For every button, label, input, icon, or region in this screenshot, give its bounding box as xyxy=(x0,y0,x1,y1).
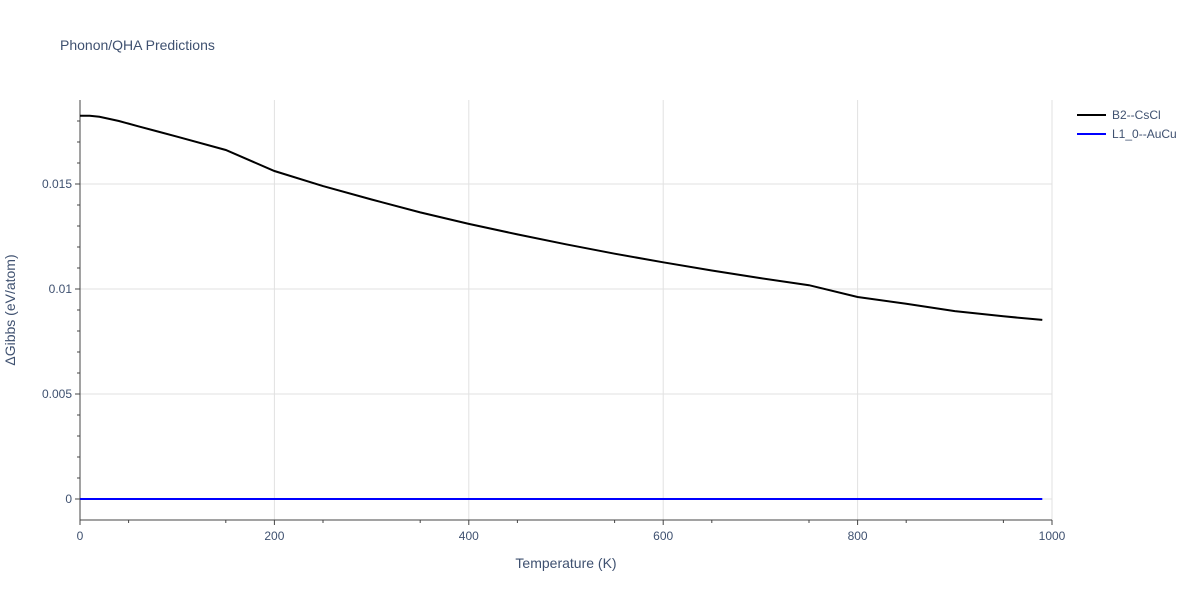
legend-item[interactable]: L1_0--AuCu xyxy=(1077,127,1177,141)
x-tick-label: 600 xyxy=(653,529,673,543)
axes: 0 200 400 600 800 1000 0 0.005 0.01 0.015 xyxy=(42,100,1066,543)
x-axis-title: Temperature (K) xyxy=(515,555,616,571)
x-tick-label: 400 xyxy=(459,529,479,543)
y-tick-label: 0 xyxy=(65,492,72,506)
legend-label: L1_0--AuCu xyxy=(1112,127,1177,141)
x-tick-label: 800 xyxy=(848,529,868,543)
y-tick-label: 0.015 xyxy=(42,177,72,191)
series-line-b2-cscl xyxy=(80,114,1043,321)
legend-label: B2--CsCl xyxy=(1112,108,1161,122)
legend[interactable]: B2--CsCl L1_0--AuCu xyxy=(1077,108,1177,141)
grid xyxy=(80,100,1053,520)
plot-area xyxy=(80,114,1043,500)
chart-title: Phonon/QHA Predictions xyxy=(60,37,215,53)
x-tick-label: 1000 xyxy=(1039,529,1066,543)
y-tick-label: 0.005 xyxy=(42,387,72,401)
legend-item[interactable]: B2--CsCl xyxy=(1077,108,1161,122)
x-tick-label: 200 xyxy=(264,529,284,543)
y-tick-label: 0.01 xyxy=(49,282,73,296)
x-tick-label: 0 xyxy=(77,529,84,543)
y-axis-title: ΔGibbs (eV/atom) xyxy=(2,254,18,365)
